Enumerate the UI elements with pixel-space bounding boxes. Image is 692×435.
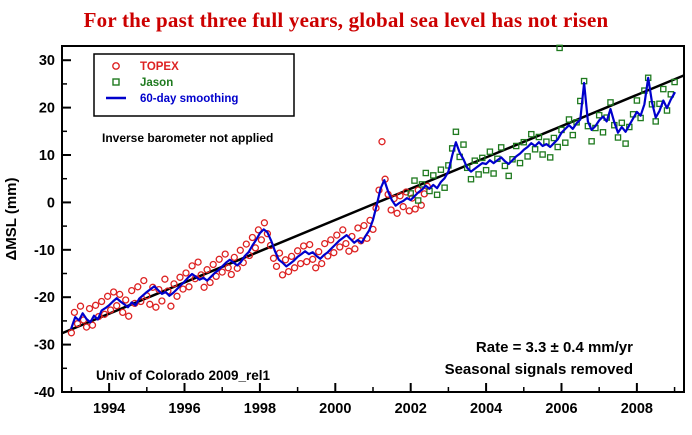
annotation-rate: Rate = 3.3 ± 0.4 mm/yr [476, 339, 633, 356]
figure-title: For the past three full years, global se… [83, 7, 609, 32]
x-tick-label: 2004 [470, 401, 502, 417]
annotation-source: Univ of Colorado 2009_rel1 [96, 368, 271, 383]
y-tick-label: 0 [47, 195, 55, 211]
x-axis: 1994 1996 1998 2000 2002 2004 2006 2008 [70, 383, 676, 417]
60-day-smoothing-series [70, 76, 676, 330]
x-tick-label: 2002 [395, 401, 427, 417]
legend-marker-circle [112, 62, 120, 70]
y-tick-label: -30 [34, 338, 55, 354]
y-tick-label: -10 [34, 243, 55, 259]
x-tick-label: 2008 [621, 401, 653, 417]
legend-box [93, 53, 295, 117]
legend-marker-square [112, 78, 120, 86]
x-tick-label: 1998 [244, 401, 276, 417]
legend: TOPEX Jason 60-day smoothing [93, 53, 295, 117]
x-tick-label: 2006 [545, 401, 577, 417]
y-tick-label: 20 [39, 101, 55, 117]
legend-label: TOPEX [140, 61, 179, 73]
legend-label: Jason [140, 77, 173, 89]
x-tick-label: 1994 [93, 401, 125, 417]
y-axis: -40 -30 -20 -10 0 10 20 30 [34, 53, 71, 401]
y-tick-label: 10 [39, 148, 55, 164]
legend-label: 60-day smoothing [140, 93, 238, 105]
annotation-inverse-barometer: Inverse barometer not applied [102, 131, 273, 145]
annotation-seasonal: Seasonal signals removed [445, 361, 633, 378]
jason-series [407, 44, 678, 204]
y-tick-label: -40 [34, 385, 55, 401]
y-axis-label: ΔMSL (mm) [3, 177, 20, 260]
x-tick-label: 1996 [168, 401, 200, 417]
chart-svg: 1994 1996 1998 2000 2002 2004 2006 2008 -40 -30 -2… [3, 44, 685, 417]
y-tick-label: -20 [34, 290, 55, 306]
y-tick-label: 30 [39, 53, 55, 69]
chart-area: 1994 1996 1998 2000 2002 2004 2006 2008 -40 -30 -2… [0, 40, 692, 430]
x-tick-label: 2000 [319, 401, 351, 417]
